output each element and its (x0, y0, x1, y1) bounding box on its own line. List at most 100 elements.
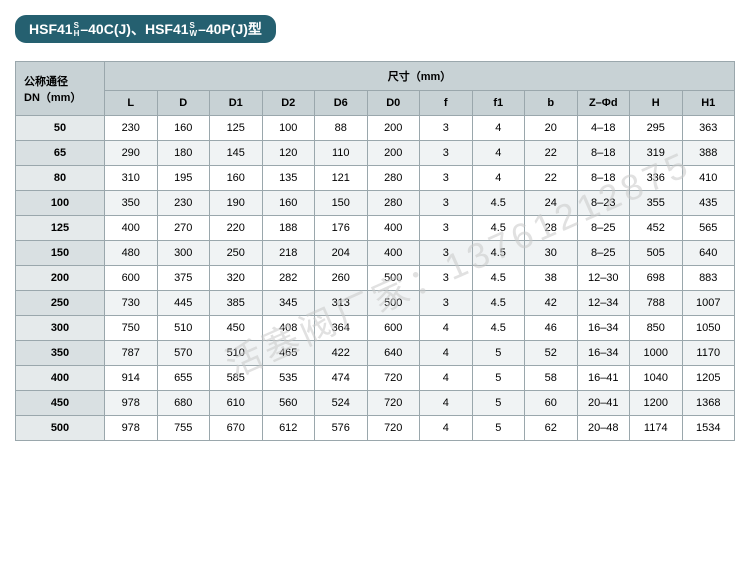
table-cell: 3 (420, 241, 473, 266)
table-cell: 410 (682, 166, 735, 191)
table-cell: 524 (315, 391, 368, 416)
table-cell: 1007 (682, 291, 735, 316)
table-cell: 24 (525, 191, 578, 216)
table-cell: 375 (157, 266, 210, 291)
table-cell: 978 (105, 416, 158, 441)
col-D0: D0 (367, 91, 420, 116)
table-cell: 4 (420, 391, 473, 416)
table-cell: 600 (105, 266, 158, 291)
table-cell: 1200 (630, 391, 683, 416)
table-row: 20060037532028226050034.53812–30698883 (16, 266, 735, 291)
table-cell: 88 (315, 116, 368, 141)
table-cell: 58 (525, 366, 578, 391)
table-row: 30075051045040836460044.54616–348501050 (16, 316, 735, 341)
table-row: 6529018014512011020034228–18319388 (16, 141, 735, 166)
row-dn: 80 (16, 166, 105, 191)
table-cell: 295 (630, 116, 683, 141)
table-cell: 510 (210, 341, 263, 366)
table-cell: 720 (367, 416, 420, 441)
table-cell: 3 (420, 116, 473, 141)
table-cell: 750 (105, 316, 158, 341)
row-dn: 350 (16, 341, 105, 366)
table-cell: 445 (157, 291, 210, 316)
table-cell: 788 (630, 291, 683, 316)
table-row: 400914655585535474720455816–4110401205 (16, 366, 735, 391)
dimension-table: 公称通径 DN（mm） 尺寸（mm） L D D1 D2 D6 D0 f f1 … (15, 61, 735, 441)
table-cell: 3 (420, 166, 473, 191)
model-title-bar: HSF41SH–40C(J)、HSF41SW–40P(J)型 (15, 15, 276, 43)
table-cell: 30 (525, 241, 578, 266)
table-cell: 5 (472, 416, 525, 441)
table-row: 10035023019016015028034.5248–23355435 (16, 191, 735, 216)
table-cell: 698 (630, 266, 683, 291)
table-cell: 640 (367, 341, 420, 366)
table-row: 8031019516013512128034228–18336410 (16, 166, 735, 191)
table-cell: 195 (157, 166, 210, 191)
table-cell: 600 (367, 316, 420, 341)
title-prefix1: HSF41 (29, 21, 73, 37)
table-cell: 100 (262, 116, 315, 141)
table-cell: 176 (315, 216, 368, 241)
table-cell: 60 (525, 391, 578, 416)
table-cell: 4.5 (472, 241, 525, 266)
table-row: 25073044538534531350034.54212–347881007 (16, 291, 735, 316)
table-cell: 110 (315, 141, 368, 166)
table-cell: 5 (472, 391, 525, 416)
table-cell: 4.5 (472, 291, 525, 316)
table-cell: 20 (525, 116, 578, 141)
table-cell: 978 (105, 391, 158, 416)
table-cell: 204 (315, 241, 368, 266)
title-mid2: –40P(J)型 (198, 21, 262, 37)
table-cell: 120 (262, 141, 315, 166)
table-cell: 400 (367, 216, 420, 241)
table-cell: 345 (262, 291, 315, 316)
col-f1: f1 (472, 91, 525, 116)
table-cell: 535 (262, 366, 315, 391)
table-cell: 350 (105, 191, 158, 216)
table-row: 350787570510465422640455216–3410001170 (16, 341, 735, 366)
table-cell: 1040 (630, 366, 683, 391)
table-cell: 1534 (682, 416, 735, 441)
table-cell: 4 (420, 366, 473, 391)
table-cell: 585 (210, 366, 263, 391)
table-cell: 720 (367, 391, 420, 416)
table-cell: 280 (367, 166, 420, 191)
table-row: 500978755670612576720456220–4811741534 (16, 416, 735, 441)
table-cell: 400 (367, 241, 420, 266)
table-cell: 1368 (682, 391, 735, 416)
row-dn: 250 (16, 291, 105, 316)
table-cell: 125 (210, 116, 263, 141)
col-D: D (157, 91, 210, 116)
table-row: 502301601251008820034204–18295363 (16, 116, 735, 141)
table-cell: 38 (525, 266, 578, 291)
table-cell: 422 (315, 341, 368, 366)
table-cell: 400 (105, 216, 158, 241)
table-cell: 200 (367, 141, 420, 166)
table-cell: 452 (630, 216, 683, 241)
table-cell: 150 (315, 191, 368, 216)
table-cell: 4 (472, 116, 525, 141)
table-cell: 319 (630, 141, 683, 166)
table-cell: 755 (157, 416, 210, 441)
table-cell: 1050 (682, 316, 735, 341)
col-Zd: Z–Φd (577, 91, 630, 116)
table-cell: 730 (105, 291, 158, 316)
table-cell: 680 (157, 391, 210, 416)
table-cell: 250 (210, 241, 263, 266)
table-cell: 160 (262, 191, 315, 216)
row-dn: 400 (16, 366, 105, 391)
table-cell: 4.5 (472, 266, 525, 291)
table-cell: 408 (262, 316, 315, 341)
table-cell: 20–41 (577, 391, 630, 416)
row-dn: 65 (16, 141, 105, 166)
table-cell: 218 (262, 241, 315, 266)
dimension-group-header: 尺寸（mm） (105, 62, 735, 91)
table-cell: 1170 (682, 341, 735, 366)
table-cell: 4 (420, 316, 473, 341)
table-cell: 230 (157, 191, 210, 216)
table-cell: 465 (262, 341, 315, 366)
column-header-row: L D D1 D2 D6 D0 f f1 b Z–Φd H H1 (16, 91, 735, 116)
table-cell: 52 (525, 341, 578, 366)
table-cell: 22 (525, 166, 578, 191)
table-cell: 4 (472, 166, 525, 191)
